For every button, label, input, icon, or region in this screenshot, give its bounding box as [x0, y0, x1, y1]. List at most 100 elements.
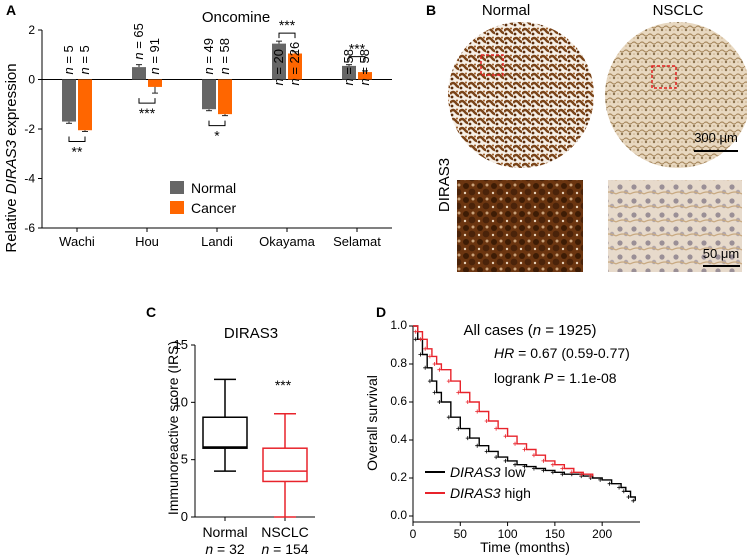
panel-d-xlabel: Time (months) [480, 539, 570, 555]
censor-mark [607, 481, 612, 486]
censor-mark [432, 390, 437, 395]
panel-c-letter: C [146, 304, 156, 320]
censor-mark [432, 362, 437, 366]
censor-mark [550, 462, 555, 467]
panel-b-col-nsclc: NSCLC [653, 2, 704, 19]
n-label: n = 65 [131, 23, 146, 60]
panel-a-letter: A [6, 2, 16, 18]
censor-mark [423, 365, 428, 370]
censor-mark [617, 485, 622, 490]
panel-c-boxes [202, 378, 308, 518]
tma-core-normal [448, 22, 594, 168]
y-tick-label: 15 [174, 337, 188, 352]
panel-a-annotations: n = 5n = 5 ** n = 65n = 91 *** n = 49n = 58 *… [61, 17, 372, 159]
box-nsclc [262, 447, 308, 483]
bar-cancer [358, 72, 372, 80]
panel-c-title: DIRAS3 [224, 325, 278, 342]
panel-d-title: All cases (n = 1925) [464, 322, 597, 339]
y-tick-label: 5 [181, 452, 188, 467]
significance-bracket [138, 98, 156, 104]
y-tick-label: 0.2 [390, 470, 407, 484]
panel-c-ylabel: Immunoreactive score (IRS) [165, 341, 181, 515]
panel-a-ylabel: Relative DIRAS3 expression [3, 63, 20, 252]
y-tick-label: 10 [174, 394, 188, 409]
censor-mark [513, 462, 518, 467]
panel-a-legend: Normal Cancer [170, 180, 236, 216]
x-tick-label: 50 [454, 527, 468, 541]
significance-bracket [278, 32, 296, 39]
censor-mark [446, 379, 451, 384]
significance-label: * [214, 128, 220, 144]
scale-label-top: 300 μm [694, 130, 738, 145]
censor-mark [503, 458, 508, 463]
censor-mark [626, 495, 631, 499]
bar-cancer [218, 79, 232, 115]
censor-mark [541, 458, 546, 463]
y-tick-label: 0 [181, 509, 188, 524]
x-tick-label: 0 [410, 527, 417, 541]
panel-a-title: Oncomine [202, 9, 270, 26]
panel-d-legend: DIRAS3 low DIRAS3 high [425, 464, 531, 501]
legend-high-label: DIRAS3 high [450, 485, 531, 501]
censor-mark [531, 453, 536, 458]
censor-mark [456, 390, 461, 395]
panel-c-axes: 0 5 10 15 Normal NSCLC [174, 337, 315, 540]
panel-b-row-label: DIRAS3 [436, 158, 453, 212]
censor-mark [631, 498, 636, 503]
bar-cancer [78, 79, 92, 131]
y-tick-label: 0.8 [390, 356, 407, 370]
x-tick-label: 200 [592, 527, 612, 541]
censor-mark [413, 329, 418, 334]
censor-mark [494, 455, 499, 460]
panel-b-letter: B [426, 2, 436, 18]
censor-mark [513, 441, 518, 446]
y-tick-label: 0.4 [390, 432, 407, 446]
tma-core-nsclc [605, 22, 747, 168]
y-tick-label: -2 [24, 122, 35, 136]
legend-low-label: DIRAS3 low [450, 464, 526, 480]
bar-normal [132, 67, 146, 80]
panel-c-n-normal: n = 32 [205, 541, 245, 557]
n-label: n = 5 [77, 45, 92, 74]
censor-mark [494, 426, 499, 431]
censor-mark [522, 447, 527, 452]
legend-normal-label: Normal [191, 180, 236, 196]
significance-label: ** [72, 143, 83, 159]
x-tick-label: Normal [202, 524, 247, 540]
panel-d-curves [413, 325, 636, 503]
y-tick-label: -4 [24, 172, 35, 186]
panel-c-significance: *** [275, 377, 292, 393]
bar-cancer [148, 79, 162, 87]
censor-mark [560, 466, 565, 471]
censor-mark [598, 477, 603, 482]
censor-mark [423, 346, 428, 351]
scale-label-bottom: 50 μm [703, 246, 739, 261]
censor-mark [484, 449, 489, 454]
y-tick-label: 0.6 [390, 394, 407, 408]
censor-mark [437, 367, 442, 372]
panel-b-col-normal: Normal [482, 2, 530, 19]
x-tick-label: Landi [201, 234, 233, 249]
censor-mark [531, 466, 536, 471]
x-tick-label: 150 [545, 527, 565, 541]
censor-mark [621, 489, 626, 494]
zoom-image-normal [457, 180, 583, 272]
panel-a-axes: -6 -4 -2 0 2 Wachi Hou Landi Okayama Selamat [24, 23, 392, 249]
panel-c-n-nsclc: n = 154 [261, 541, 308, 557]
censor-mark [560, 472, 565, 477]
censor-mark [418, 352, 423, 357]
censor-mark [569, 470, 574, 475]
censor-mark [522, 464, 527, 469]
censor-mark [446, 415, 451, 420]
x-tick-label: Selamat [333, 234, 381, 249]
panel-d-hr: HR = 0.67 (0.59-0.77) [494, 345, 630, 361]
censor-mark [418, 337, 423, 342]
censor-mark [427, 354, 432, 359]
censor-mark [475, 409, 480, 414]
legend-cancer-label: Cancer [191, 200, 236, 216]
censor-mark [484, 419, 489, 423]
censor-mark [465, 436, 470, 441]
legend-normal-swatch [170, 181, 184, 194]
censor-mark [550, 470, 555, 475]
significance-label: *** [279, 17, 296, 33]
